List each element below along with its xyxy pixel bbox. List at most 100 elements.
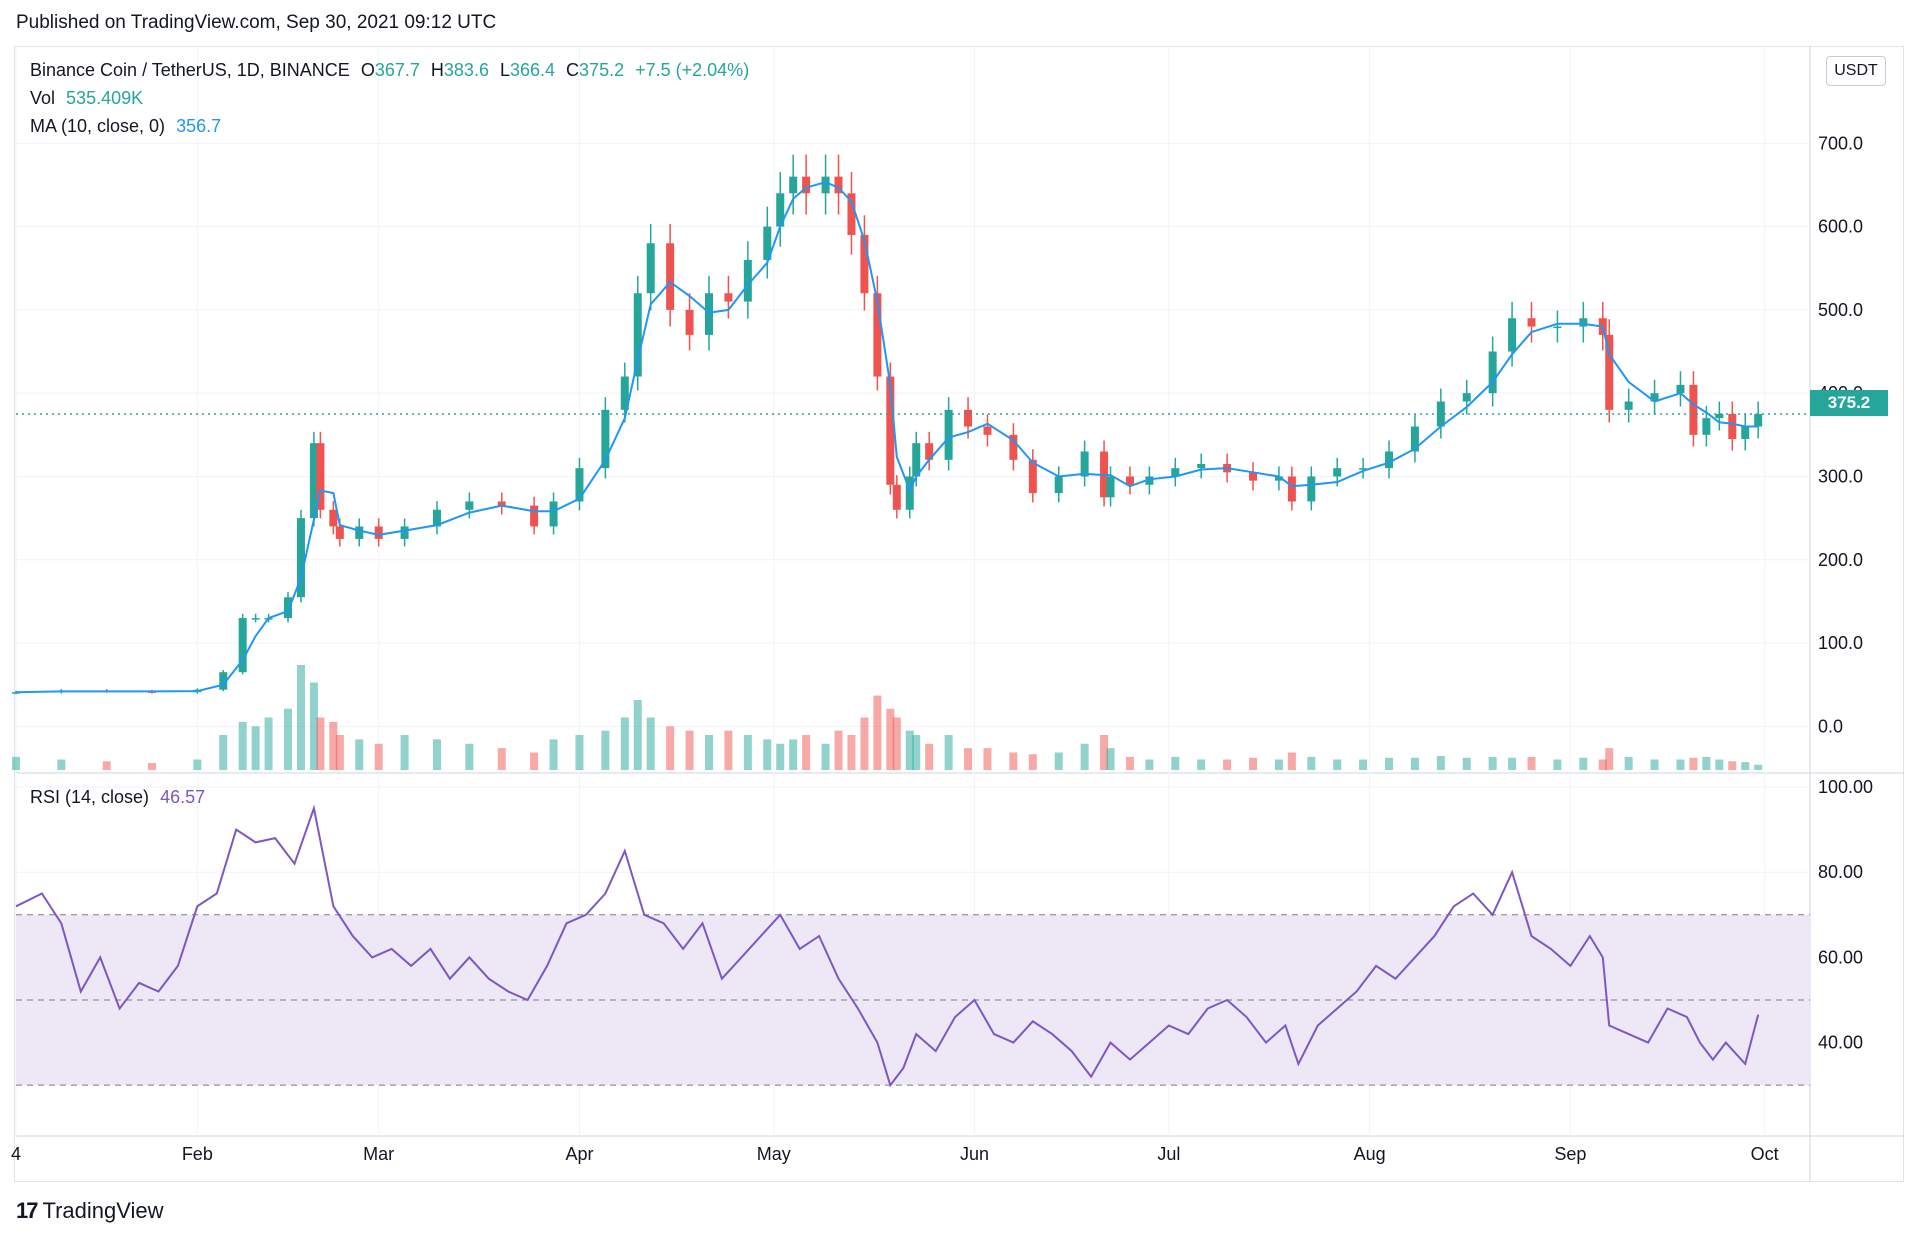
volume-bar	[601, 730, 610, 770]
candle-body	[912, 443, 921, 477]
volume-bar	[1605, 748, 1614, 770]
price-tick-label: 100.0	[1818, 633, 1863, 653]
volume-bar	[1702, 756, 1711, 770]
volume-bar	[549, 739, 558, 770]
volume-bar	[1624, 756, 1633, 770]
volume-bar	[335, 735, 344, 770]
candle-body	[1009, 434, 1018, 460]
volume-bar	[497, 748, 506, 770]
volume-bar	[148, 763, 157, 770]
volume-bar	[530, 752, 539, 770]
volume-bar	[1054, 752, 1063, 770]
footer-brand[interactable]: 17 TradingView	[16, 1198, 164, 1224]
volume-label[interactable]: Vol	[30, 88, 56, 108]
candle-body	[329, 509, 338, 527]
volume-bar	[400, 735, 409, 770]
candle-body	[1197, 463, 1206, 469]
candle-body	[704, 293, 713, 335]
ma-label[interactable]: MA (10, close, 0)	[30, 116, 166, 136]
candle-body	[284, 597, 293, 619]
volume-bar	[1307, 756, 1316, 770]
volume-bar	[219, 735, 228, 770]
candle-body	[1080, 451, 1089, 477]
open-value: 367.7	[374, 60, 420, 80]
price-tick-label: 300.0	[1818, 466, 1863, 486]
candle-body	[1754, 414, 1763, 427]
candle-body	[432, 509, 441, 527]
time-tick-label: 4	[11, 1144, 21, 1164]
candle-body	[251, 618, 260, 620]
candle-body	[886, 376, 895, 485]
candle-body	[743, 259, 752, 302]
candle-body	[1410, 426, 1419, 452]
rsi-tick-label: 80.00	[1818, 862, 1863, 882]
volume-bar	[1028, 754, 1037, 770]
volume-bar	[264, 717, 273, 770]
candle-body	[335, 526, 344, 539]
volume-bar	[1249, 757, 1258, 770]
candle-body	[1436, 401, 1445, 427]
candle-body	[497, 501, 506, 506]
volume-bar	[666, 726, 675, 770]
change-value: +7.5 (+2.04%)	[635, 60, 750, 80]
volume-bar	[763, 739, 772, 770]
candle-body	[1054, 476, 1063, 494]
volume-bar	[432, 739, 441, 770]
volume-bar	[316, 717, 325, 770]
symbol-label[interactable]: Binance Coin / TetherUS, 1D, BINANCE	[30, 60, 350, 80]
candle-body	[1274, 476, 1283, 481]
volume-value: 535.409K	[66, 88, 144, 108]
candle-body	[1287, 476, 1296, 502]
candle-body	[685, 309, 694, 335]
volume-bar	[12, 756, 20, 770]
volume-bar	[1359, 759, 1368, 770]
volume-bar	[1488, 756, 1497, 770]
volume-bar	[193, 759, 202, 770]
volume-bar	[1527, 756, 1536, 770]
candle-body	[1249, 472, 1258, 481]
volume-bar	[821, 743, 830, 770]
candle-body	[1333, 468, 1342, 477]
candle-body	[964, 409, 973, 427]
volume-bar	[575, 735, 584, 770]
candle-body	[575, 468, 584, 502]
candle-body	[309, 443, 318, 519]
candle-body	[1171, 468, 1180, 477]
last-price-tag: 375.2	[1810, 390, 1888, 416]
volume-bar	[1106, 748, 1115, 770]
price-tick-label: 500.0	[1818, 300, 1863, 320]
candle-body	[1728, 414, 1737, 439]
candle-body	[374, 526, 383, 539]
close-value: 375.2	[579, 60, 625, 80]
candle-body	[549, 501, 558, 527]
time-tick-label: Oct	[1751, 1144, 1779, 1164]
volume-bar	[1689, 757, 1698, 770]
candle-body	[666, 243, 675, 310]
volume-bar	[724, 730, 733, 770]
rsi-label[interactable]: RSI (14, close)	[30, 787, 150, 807]
price-tick-label: 200.0	[1818, 550, 1863, 570]
time-tick-label: Aug	[1354, 1144, 1386, 1164]
close-label: C	[566, 60, 580, 80]
volume-bar	[1410, 757, 1419, 770]
rsi-legend: RSI (14, close) 46.57	[30, 787, 211, 808]
time-tick-label: Jun	[960, 1144, 989, 1164]
candle-body	[847, 193, 856, 235]
chart-frame[interactable]	[14, 46, 1904, 1182]
candle-body	[601, 409, 610, 469]
candle-body	[1702, 418, 1711, 435]
tradingview-logo-icon: 17	[16, 1198, 39, 1223]
volume-bar	[1754, 764, 1763, 770]
volume-bar	[685, 730, 694, 770]
candle-body	[925, 443, 934, 460]
footer-brand-text: TradingView	[42, 1198, 164, 1223]
volume-bar	[776, 743, 785, 770]
rsi-tick-label: 40.00	[1818, 1033, 1863, 1053]
volume-bar	[886, 708, 895, 770]
volume-bar	[1728, 761, 1737, 770]
volume-bar	[704, 735, 713, 770]
volume-bar	[860, 717, 869, 770]
currency-badge[interactable]: USDT	[1826, 56, 1886, 86]
volume-bar	[620, 717, 629, 770]
